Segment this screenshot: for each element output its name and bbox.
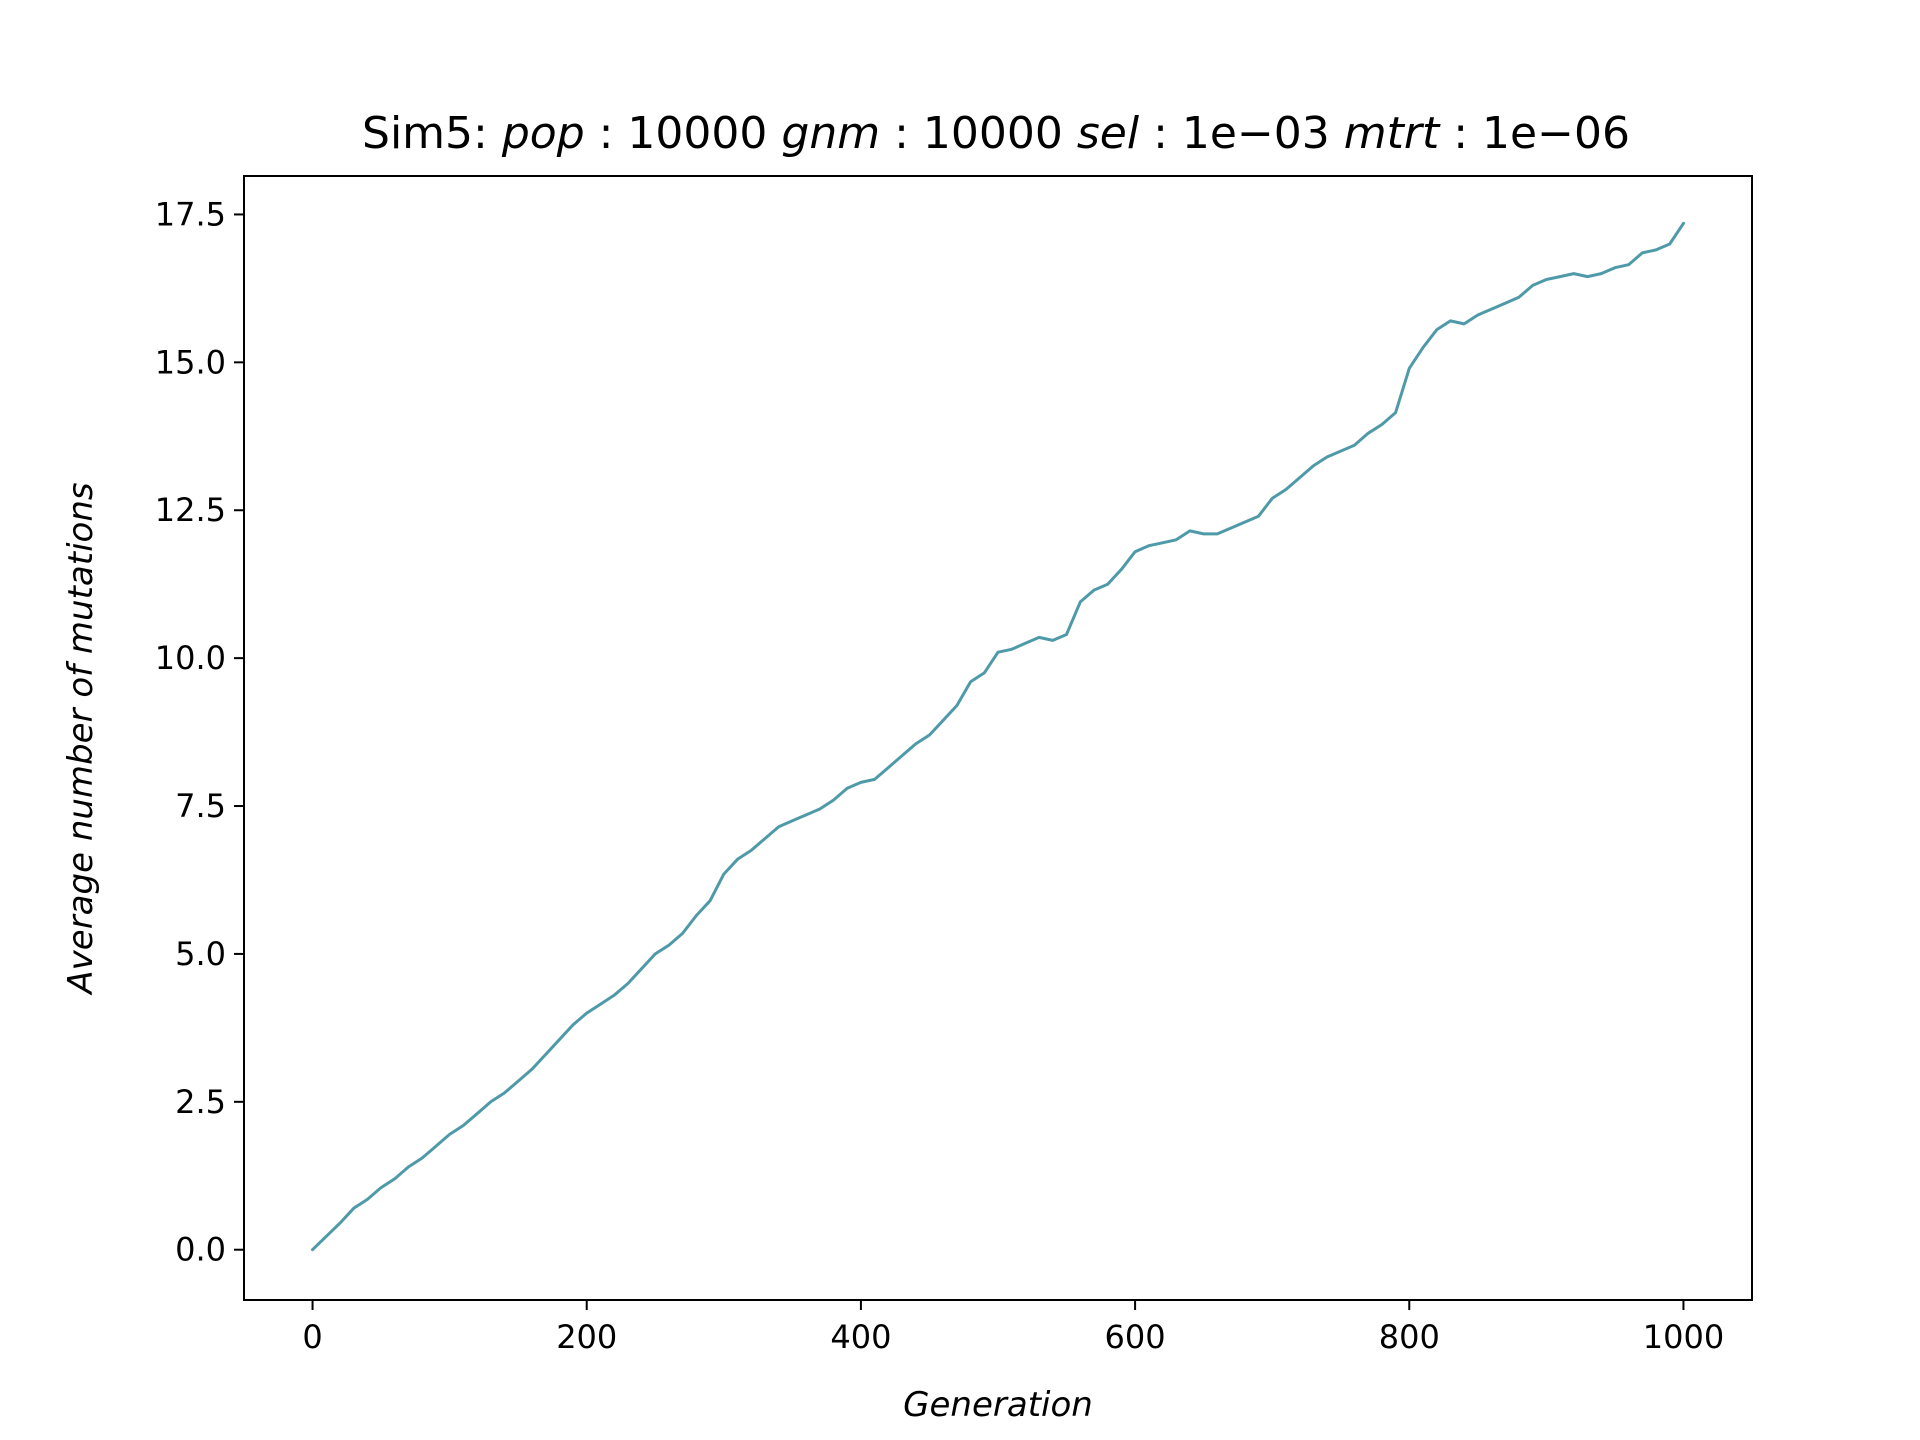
plot-frame — [243, 175, 1753, 1301]
title-param-value: : 10000 — [585, 108, 768, 159]
title-param-value: : 1e−03 — [1139, 108, 1330, 159]
x-axis: 0 200 400 600 800 1000 — [302, 1300, 1724, 1356]
plot-area — [311, 221, 1685, 1252]
chart-title: Sim5: pop : 10000 gnm : 10000 sel : 1e−0… — [362, 108, 1630, 159]
x-tick-label: 800 — [1379, 1318, 1440, 1356]
title-param-name: gnm — [767, 108, 880, 159]
y-tick-label: 0.0 — [175, 1231, 226, 1269]
x-tick-label: 200 — [556, 1318, 617, 1356]
y-tick-label: 7.5 — [175, 787, 226, 825]
title-param-name: mtrt — [1330, 108, 1441, 159]
x-tick-label: 400 — [830, 1318, 891, 1356]
y-tick-label: 15.0 — [155, 343, 226, 381]
x-tick-label: 600 — [1105, 1318, 1166, 1356]
series-line — [311, 221, 1685, 1252]
y-tick-label: 17.5 — [155, 195, 226, 233]
title-param-name: pop — [501, 108, 585, 159]
title-param-name: sel — [1063, 108, 1140, 159]
y-axis-label: Average number of mutations — [61, 482, 101, 995]
x-axis-label: Generation — [903, 1385, 1093, 1425]
title-param-value: : 1e−06 — [1439, 108, 1630, 159]
x-tick-label: 1000 — [1643, 1318, 1724, 1356]
y-tick-label: 2.5 — [175, 1083, 226, 1121]
y-tick-label: 12.5 — [155, 491, 226, 529]
title-param-value: : 10000 — [880, 108, 1063, 159]
x-tick-label: 0 — [302, 1318, 322, 1356]
y-axis: 0.0 2.5 5.0 7.5 10.0 12.5 15.0 17.5 — [155, 195, 244, 1269]
title-prefix: Sim5: — [362, 108, 502, 159]
y-tick-label: 10.0 — [155, 639, 226, 677]
y-tick-label: 5.0 — [175, 935, 226, 973]
